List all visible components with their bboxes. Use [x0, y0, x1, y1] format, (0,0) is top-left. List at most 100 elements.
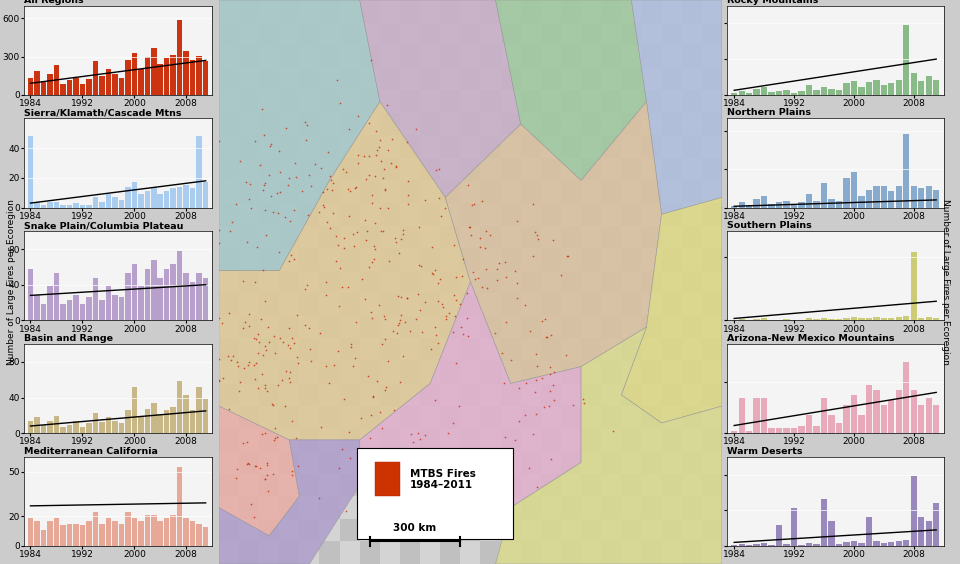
Bar	[360, 23, 380, 45]
Bar	[561, 541, 581, 564]
Point	[400, 191, 416, 200]
Point	[383, 159, 398, 168]
Point	[453, 299, 468, 309]
Point	[259, 461, 275, 470]
Bar	[821, 398, 828, 433]
Bar	[300, 180, 320, 203]
Bar	[520, 451, 540, 474]
Bar	[279, 519, 300, 541]
Bar	[461, 271, 480, 293]
Point	[284, 470, 300, 479]
Point	[543, 454, 559, 463]
Point	[216, 373, 231, 382]
Point	[441, 309, 456, 318]
Bar	[441, 23, 461, 45]
Bar	[722, 271, 742, 293]
Bar	[203, 61, 208, 95]
Bar	[581, 384, 601, 406]
Point	[277, 401, 293, 410]
Bar	[35, 201, 39, 208]
Point	[348, 184, 363, 193]
Bar	[742, 338, 762, 361]
Bar	[360, 338, 380, 361]
Bar	[380, 180, 400, 203]
Point	[358, 175, 373, 184]
Bar	[125, 187, 131, 208]
Bar	[911, 73, 917, 95]
Bar	[380, 271, 400, 293]
Bar	[480, 45, 500, 68]
Bar	[742, 496, 762, 519]
Point	[453, 323, 468, 332]
Bar	[661, 226, 682, 248]
Point	[211, 354, 227, 363]
Bar	[621, 180, 641, 203]
Point	[247, 513, 262, 522]
Bar	[843, 83, 850, 95]
Bar	[340, 451, 360, 474]
Point	[260, 486, 276, 495]
Point	[277, 366, 293, 375]
Point	[393, 464, 408, 473]
Bar	[73, 296, 79, 320]
Bar	[791, 205, 797, 208]
Point	[394, 461, 409, 470]
Bar	[561, 113, 581, 135]
Bar	[500, 248, 520, 271]
Bar	[682, 338, 702, 361]
Bar	[722, 226, 742, 248]
Bar	[918, 405, 924, 433]
Point	[261, 337, 276, 346]
Bar	[92, 61, 98, 95]
Bar	[106, 518, 111, 546]
Bar	[132, 54, 137, 95]
Bar	[28, 518, 34, 546]
Bar	[441, 180, 461, 203]
Bar	[300, 271, 320, 293]
Bar	[742, 316, 762, 338]
Bar	[461, 519, 480, 541]
Point	[526, 200, 541, 209]
Point	[399, 137, 415, 146]
Bar	[933, 318, 940, 320]
Point	[411, 472, 426, 481]
Bar	[561, 361, 581, 384]
Bar	[661, 338, 682, 361]
Bar	[702, 338, 722, 361]
Bar	[722, 203, 742, 226]
Bar	[320, 158, 340, 180]
Point	[361, 372, 376, 381]
Bar	[461, 293, 480, 316]
Bar	[320, 0, 340, 23]
Bar	[360, 135, 380, 158]
Bar	[783, 319, 790, 320]
Bar	[197, 273, 202, 320]
Point	[363, 434, 378, 443]
Bar	[805, 319, 812, 320]
Point	[478, 227, 493, 236]
Bar	[601, 180, 621, 203]
Bar	[480, 90, 500, 113]
Bar	[461, 316, 480, 338]
Point	[418, 196, 433, 205]
Bar	[279, 338, 300, 361]
Point	[392, 319, 407, 328]
Bar	[340, 45, 360, 68]
Polygon shape	[621, 197, 722, 423]
Point	[379, 100, 395, 109]
Bar	[742, 384, 762, 406]
Point	[430, 339, 445, 348]
Bar	[722, 406, 742, 429]
Bar	[581, 474, 601, 496]
Bar	[742, 226, 762, 248]
Bar	[420, 271, 441, 293]
Bar	[866, 82, 872, 95]
Bar	[866, 190, 872, 208]
Bar	[754, 89, 759, 95]
Bar	[380, 496, 400, 519]
Bar	[360, 158, 380, 180]
Point	[498, 469, 514, 478]
Point	[257, 474, 273, 483]
Bar	[682, 293, 702, 316]
Bar	[722, 384, 742, 406]
